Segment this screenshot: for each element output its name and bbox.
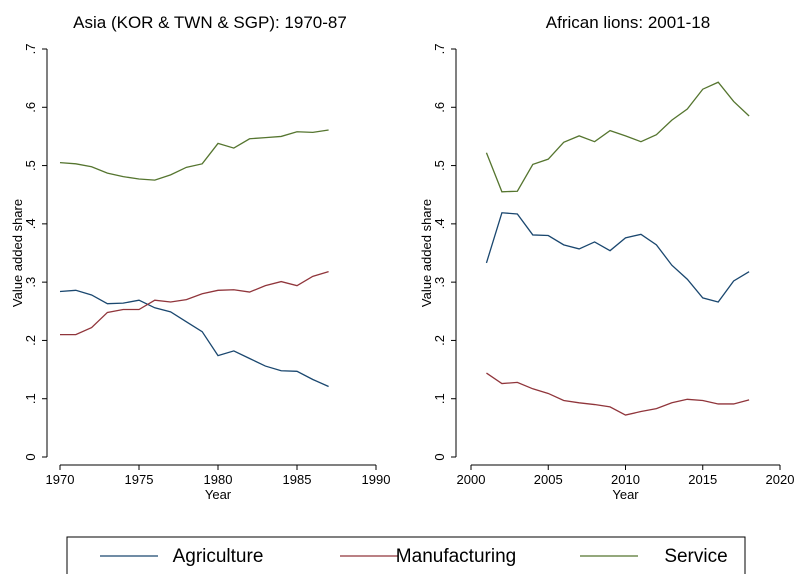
y-tick-label: .7 [432, 44, 447, 55]
y-tick-label: .1 [23, 393, 38, 404]
y-tick-label: .5 [23, 160, 38, 171]
y-tick-label: .1 [432, 393, 447, 404]
y-tick-label: 0 [23, 453, 38, 460]
x-tick-label: 2005 [534, 472, 563, 487]
y-tick-label: .5 [432, 160, 447, 171]
legend-label: Service [664, 546, 727, 567]
y-tick-label: .4 [23, 218, 38, 229]
series-line [485, 212, 750, 303]
chart-title: African lions: 2001-18 [546, 13, 710, 32]
series-line [486, 372, 750, 416]
x-tick-label: 1985 [283, 472, 312, 487]
y-tick-label: .6 [23, 102, 38, 113]
y-tick-label: .2 [23, 335, 38, 346]
series-line [59, 129, 329, 181]
y-tick-label: .3 [432, 277, 447, 288]
x-tick-label: 1970 [46, 472, 75, 487]
y-axis-label: Value added share [10, 199, 25, 307]
series-line [59, 289, 329, 388]
x-tick-label: 2015 [688, 472, 717, 487]
x-tick-label: 1975 [125, 472, 154, 487]
y-tick-label: .3 [23, 277, 38, 288]
x-tick-label: 2020 [766, 472, 795, 487]
x-tick-label: 1990 [362, 472, 391, 487]
y-tick-label: .4 [432, 218, 447, 229]
x-tick-label: 1980 [204, 472, 233, 487]
x-axis-label: Year [612, 487, 639, 502]
y-tick-label: .2 [432, 335, 447, 346]
legend-label: Agriculture [173, 546, 264, 567]
series-line [485, 81, 750, 193]
x-axis-label: Year [205, 487, 232, 502]
chart-title: Asia (KOR & TWN & SGP): 1970-87 [73, 13, 347, 32]
y-tick-label: .7 [23, 44, 38, 55]
y-axis-label: Value added share [419, 199, 434, 307]
y-tick-label: 0 [432, 453, 447, 460]
x-tick-label: 2000 [457, 472, 486, 487]
y-tick-label: .6 [432, 102, 447, 113]
x-tick-label: 2010 [611, 472, 640, 487]
legend-label: Manufacturing [396, 546, 516, 567]
series-line [60, 271, 329, 336]
